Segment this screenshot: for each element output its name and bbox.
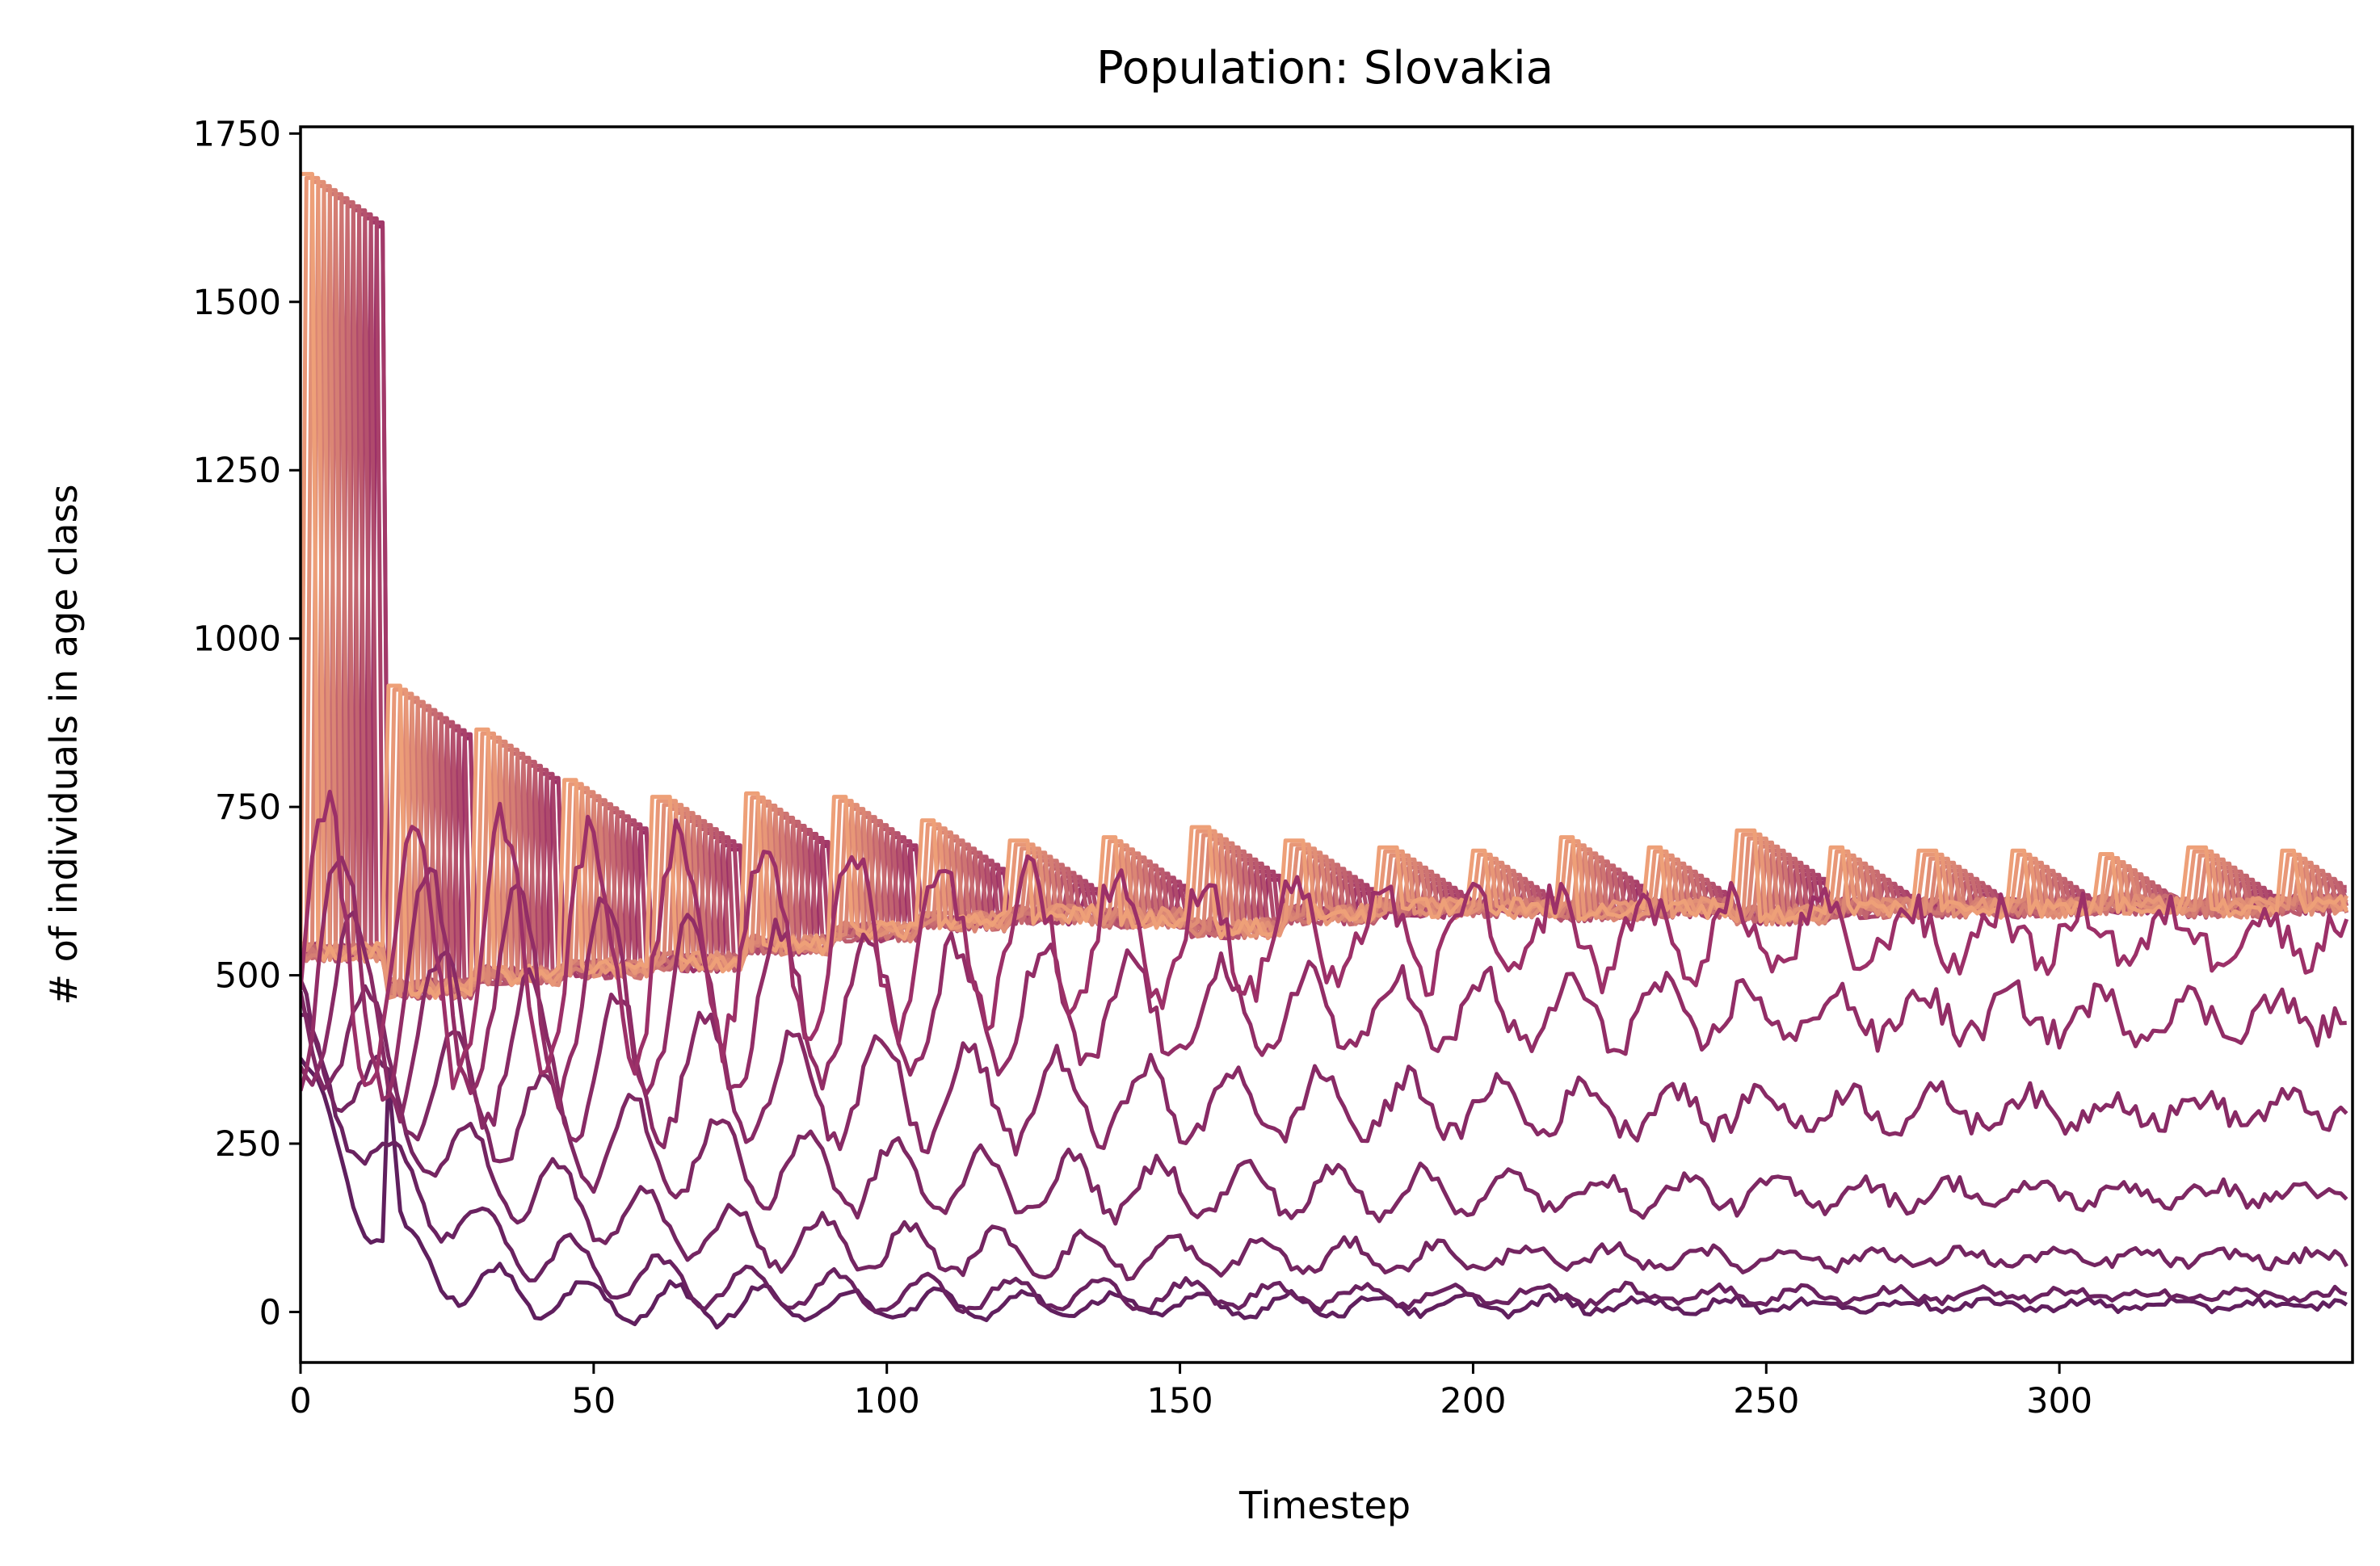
y-tick-label: 1500 xyxy=(193,283,281,323)
y-tick-label: 0 xyxy=(259,1292,281,1333)
plot-frame xyxy=(299,125,2354,1364)
chart-title: Population: Slovakia xyxy=(1096,42,1554,94)
y-tick-label: 750 xyxy=(215,787,281,828)
age-class-series-line xyxy=(301,1013,2348,1315)
age-class-series-line xyxy=(301,855,2347,1110)
x-tick-label: 150 xyxy=(1147,1381,1213,1421)
series-layer xyxy=(301,171,2349,1330)
age-class-series-line xyxy=(301,789,2349,1090)
x-axis-ticks: 0 50 100 150 200 250 300 xyxy=(289,1362,2092,1421)
y-tick-label: 250 xyxy=(215,1124,281,1165)
x-tick-label: 100 xyxy=(854,1381,920,1421)
y-tick-label: 1000 xyxy=(193,619,281,660)
x-tick-label: 300 xyxy=(2026,1381,2092,1421)
age-class-series-line xyxy=(301,984,2348,1226)
y-axis-ticks: 0 250 500 750 1000 1250 1500 1750 xyxy=(193,114,301,1333)
x-tick-label: 250 xyxy=(1733,1381,1799,1421)
x-tick-label: 0 xyxy=(289,1381,311,1421)
x-axis-label: Timestep xyxy=(1238,1484,1411,1527)
y-tick-label: 1750 xyxy=(193,114,281,154)
y-tick-label: 500 xyxy=(215,956,281,997)
y-tick-label: 1250 xyxy=(193,451,281,491)
age-class-series-line xyxy=(301,978,2348,1282)
x-tick-label: 50 xyxy=(571,1381,616,1421)
y-axis-label: # of individuals in age class xyxy=(42,484,86,1005)
x-tick-label: 200 xyxy=(1440,1381,1506,1421)
age-class-series-line xyxy=(301,1057,2348,1330)
